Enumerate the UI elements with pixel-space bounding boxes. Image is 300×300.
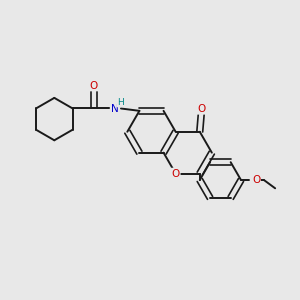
Text: O: O [90,80,98,91]
Text: O: O [172,169,180,178]
Text: O: O [197,104,206,114]
Text: N: N [111,104,119,114]
Text: H: H [117,98,124,106]
Text: O: O [252,175,260,185]
